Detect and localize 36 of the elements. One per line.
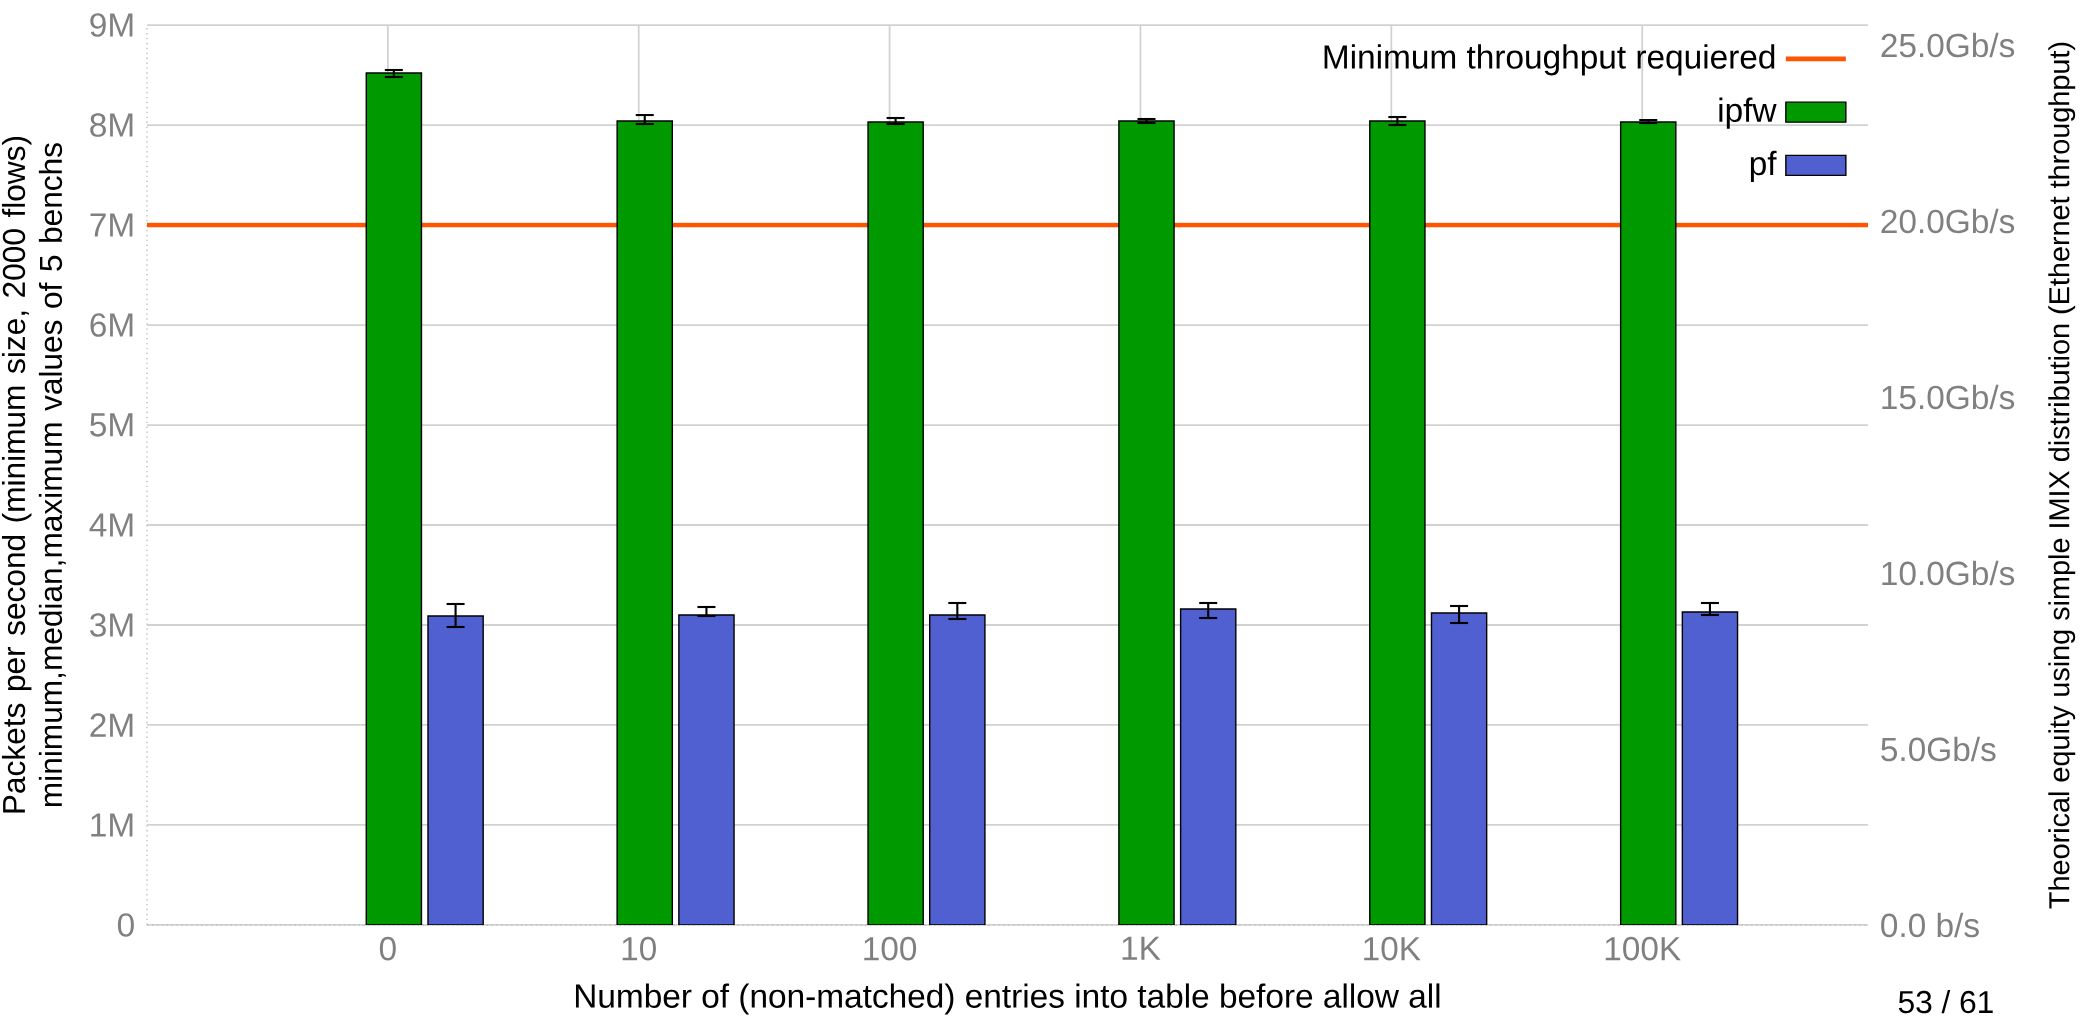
y-tick-label: 4M: [89, 513, 133, 537]
y2-tick-label: 5.0Gb/s: [1881, 736, 1996, 762]
x-tick-label: 10: [622, 936, 656, 961]
x-tick-label: 0: [379, 936, 396, 961]
y-tick-label: 5M: [90, 413, 133, 437]
y-tick-label: 3M: [90, 613, 133, 637]
y-tick-label: 1M: [91, 813, 133, 837]
bar: [867, 121, 924, 925]
bar: [1118, 120, 1175, 925]
y-tick-label: 8M: [90, 113, 133, 137]
legend-label: Minimum throughput requiered: [1324, 44, 1775, 76]
y2-tick-label: 10.0Gb/s: [1882, 560, 2015, 586]
x-axis-title: Number of (non-matched) entries into table before allow all: [575, 983, 1440, 1015]
legend-label: pf: [1750, 150, 1777, 182]
bar: [365, 72, 423, 925]
bar: [1179, 608, 1237, 925]
y2-tick-label: 0.0 b/s: [1881, 912, 1979, 938]
y2-tick-label: 25.0Gb/s: [1881, 32, 2015, 58]
y2-axis-title: Theorical equity using simple IMIX distribution (Ethernet throughput): [2048, 42, 2076, 909]
y-tick-label: 7M: [90, 213, 133, 237]
x-tick-label: 100K: [1605, 936, 1681, 961]
bar: [1619, 121, 1677, 925]
x-tick-label: 100: [864, 936, 917, 961]
y-tick-label: 9M: [90, 13, 133, 37]
x-tick-label: 1K: [1122, 936, 1161, 960]
y2-tick-label: 20.0Gb/s: [1881, 208, 2015, 234]
x-tick-label: 10K: [1364, 936, 1421, 961]
y-axis-title: Packets per second (minimum size, 2000 flows) minimum,median,maximum values of 5 benchs: [1, 136, 66, 813]
y-tick-label: 6M: [90, 313, 133, 337]
y-tick-label: 2M: [90, 713, 133, 737]
text: 53 / 61: [1898, 990, 1993, 1014]
bar: [616, 120, 674, 925]
y2-tick-label: 15.0Gb/s: [1882, 384, 2015, 410]
y-tick-label: 0: [117, 913, 134, 937]
legend-label: ipfw: [1719, 97, 1777, 129]
bar: [1369, 120, 1426, 925]
